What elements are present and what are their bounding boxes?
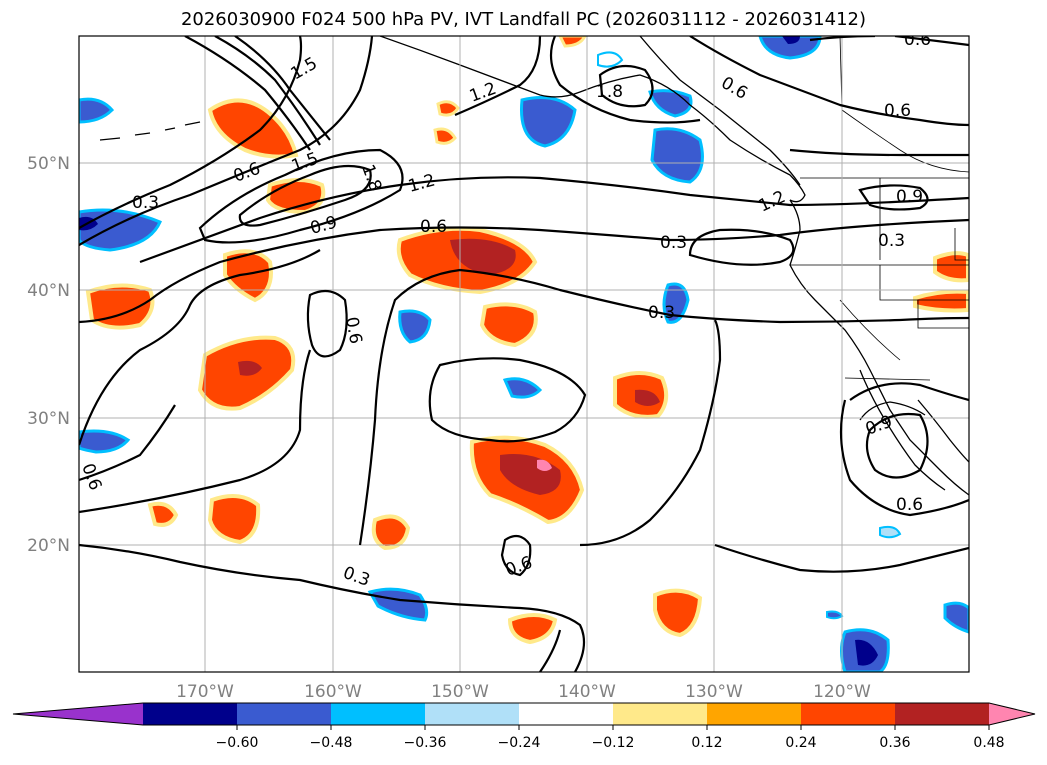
- map-area[interactable]: 0.3 0.6 1.5 1.5 1.8 0.9 1.2 1.2 1.8 0.6 …: [77, 30, 969, 672]
- lat-tick-labels: 50°N 40°N 30°N 20°N: [27, 154, 70, 556]
- lat-tick-label: 40°N: [27, 281, 70, 301]
- contour-label: 0.6: [420, 217, 447, 237]
- colorbar-tick-label: 0.36: [879, 735, 910, 751]
- contour-label: 0.3: [660, 233, 687, 253]
- lon-tick-label: 170°W: [176, 682, 234, 702]
- contour-label: 0.3: [648, 303, 675, 323]
- contour-label: 0.6: [884, 101, 911, 121]
- lat-tick-label: 50°N: [27, 154, 70, 174]
- colorbar-segment: [613, 703, 708, 725]
- colorbar-tick-label: −0.12: [592, 735, 635, 751]
- colorbar-tick-label: 0.48: [973, 735, 1004, 751]
- colorbar-segment: [237, 703, 332, 725]
- contour-label: 1.8: [596, 82, 623, 102]
- lon-tick-label: 120°W: [813, 682, 871, 702]
- colorbar-extend-high: [989, 703, 1035, 725]
- colorbar-segment: [143, 703, 238, 725]
- lat-tick-label: 20°N: [27, 536, 70, 556]
- lon-tick-labels: 170°W 160°W 150°W 140°W 130°W 120°W: [176, 682, 871, 702]
- colorbar-segment: [425, 703, 520, 725]
- lon-tick-label: 150°W: [431, 682, 489, 702]
- contour-label: 0.6: [904, 30, 931, 50]
- contour-label: 0.9: [896, 187, 923, 207]
- colorbar-segment: [895, 703, 990, 725]
- colorbar-extend-low: [13, 703, 143, 725]
- colorbar-tick-label: −0.60: [216, 735, 259, 751]
- colorbar-tick-label: −0.36: [404, 735, 447, 751]
- colorbar-segment: [801, 703, 896, 725]
- lon-tick-label: 160°W: [304, 682, 362, 702]
- colorbar-outline: [12, 702, 1036, 726]
- colorbar-segment: [331, 703, 426, 725]
- colorbar-segment: [707, 703, 802, 725]
- colorbar-segment: [519, 703, 614, 725]
- contour-label: 0.3: [132, 193, 159, 213]
- colorbar-tick-label: 0.12: [691, 735, 722, 751]
- colorbar-tick-label: −0.24: [498, 735, 541, 751]
- lat-tick-label: 30°N: [27, 409, 70, 429]
- colorbar: −0.60 −0.48 −0.36 −0.24 −0.12 0.12 0.24 0.36 0.4…: [12, 702, 1036, 751]
- figure-title: 2026030900 F024 500 hPa PV, IVT Landfall…: [180, 9, 867, 30]
- lon-tick-label: 130°W: [685, 682, 743, 702]
- lon-tick-label: 140°W: [558, 682, 616, 702]
- contour-label: 0.6: [341, 315, 365, 345]
- political-borders: [790, 36, 969, 381]
- map-frame: [78, 35, 970, 673]
- contour-label: 0.6: [896, 495, 923, 515]
- colorbar-tick-label: −0.48: [310, 735, 353, 751]
- negative-anomaly-fill: [79, 36, 969, 672]
- pv-contours: [79, 36, 969, 672]
- colorbar-tick-label: 0.24: [785, 735, 816, 751]
- contour-label: 0.3: [878, 231, 905, 251]
- positive-anomaly-fill: [85, 36, 969, 645]
